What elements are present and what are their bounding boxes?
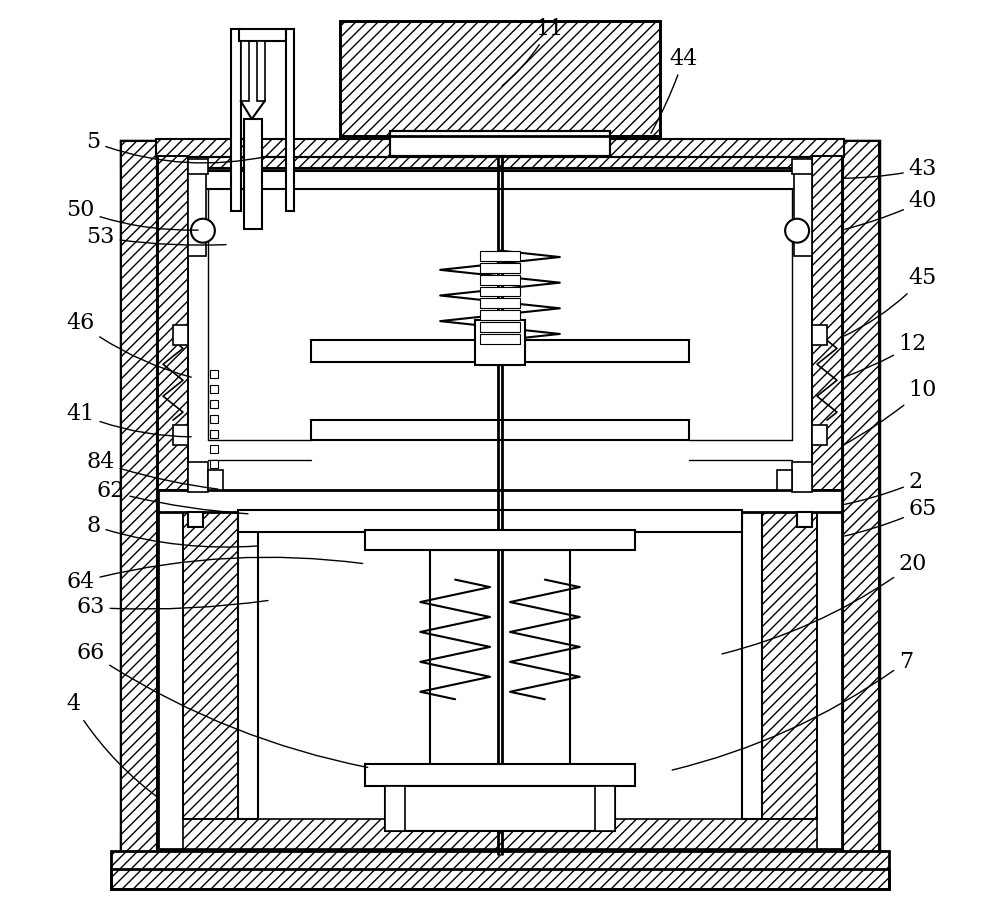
Text: 66: 66	[76, 642, 368, 767]
Bar	[480, 322, 520, 332]
Bar	[742, 510, 762, 819]
Bar	[158, 490, 842, 511]
Bar	[210, 460, 218, 468]
Bar	[239, 29, 286, 41]
Text: 11: 11	[502, 17, 563, 86]
Bar	[475, 320, 525, 365]
Bar	[480, 263, 520, 273]
Bar	[385, 786, 615, 831]
Bar	[340, 21, 660, 136]
Text: 64: 64	[66, 557, 363, 593]
Bar	[121, 141, 879, 167]
Bar	[210, 370, 218, 379]
Bar	[183, 510, 238, 819]
Bar	[480, 298, 520, 308]
Circle shape	[785, 218, 809, 243]
Bar	[480, 250, 520, 260]
Bar	[794, 171, 812, 256]
Text: 12: 12	[845, 333, 927, 377]
Bar	[792, 159, 812, 174]
Bar	[480, 310, 520, 320]
Bar	[241, 41, 249, 101]
Bar	[257, 41, 265, 101]
Bar	[812, 156, 842, 490]
Text: 44: 44	[651, 47, 698, 133]
Bar	[797, 511, 812, 527]
Bar	[156, 139, 844, 157]
Bar	[231, 29, 241, 211]
Bar	[210, 430, 218, 438]
Text: 53: 53	[86, 227, 226, 248]
Text: 20: 20	[722, 553, 927, 654]
Bar	[812, 425, 827, 445]
Bar	[340, 21, 660, 136]
Bar	[238, 510, 258, 819]
Bar	[210, 415, 218, 423]
Text: 62: 62	[96, 480, 248, 514]
Text: 7: 7	[672, 651, 913, 770]
Bar	[286, 29, 294, 211]
Bar	[595, 786, 615, 831]
Bar	[210, 400, 218, 409]
Text: 10: 10	[844, 379, 937, 445]
Bar	[430, 550, 570, 769]
Bar	[183, 819, 817, 849]
Text: 2: 2	[845, 471, 923, 504]
Bar	[762, 510, 817, 819]
Bar	[188, 171, 812, 188]
Bar	[121, 141, 157, 869]
Bar	[188, 159, 208, 174]
Bar	[121, 833, 879, 869]
Text: 46: 46	[66, 312, 191, 377]
Text: 63: 63	[76, 596, 268, 619]
Bar	[365, 764, 635, 786]
Text: 65: 65	[845, 499, 937, 536]
Bar	[777, 470, 792, 490]
Text: 50: 50	[66, 199, 198, 230]
Bar	[311, 340, 689, 362]
Text: 84: 84	[86, 451, 218, 490]
Bar	[365, 530, 635, 550]
Bar	[762, 510, 817, 819]
Bar	[111, 851, 889, 889]
Bar	[792, 462, 812, 492]
Bar	[311, 420, 689, 440]
Bar	[390, 131, 610, 156]
Bar	[158, 156, 188, 490]
Text: 5: 5	[86, 131, 268, 163]
Text: 40: 40	[845, 190, 937, 229]
Bar	[390, 131, 610, 156]
Bar	[480, 275, 520, 285]
Bar	[183, 510, 238, 819]
Bar	[812, 156, 842, 490]
Bar	[188, 511, 203, 527]
Text: 4: 4	[66, 693, 159, 798]
Text: 43: 43	[845, 158, 937, 180]
Bar	[188, 171, 206, 256]
Circle shape	[191, 218, 215, 243]
Bar	[210, 445, 218, 453]
Bar	[188, 462, 208, 492]
Bar	[210, 385, 218, 393]
Bar	[385, 786, 405, 831]
Bar	[843, 141, 879, 869]
Bar	[121, 141, 879, 869]
Bar	[812, 326, 827, 345]
Bar	[238, 510, 742, 531]
Bar	[244, 119, 262, 228]
Bar	[480, 334, 520, 344]
Bar	[158, 510, 842, 849]
Text: 8: 8	[86, 515, 258, 547]
Text: 41: 41	[66, 403, 191, 437]
Bar	[173, 425, 188, 445]
Bar	[480, 287, 520, 297]
Bar	[208, 470, 223, 490]
Bar	[158, 156, 188, 490]
Bar	[173, 326, 188, 345]
Text: 45: 45	[844, 268, 937, 336]
